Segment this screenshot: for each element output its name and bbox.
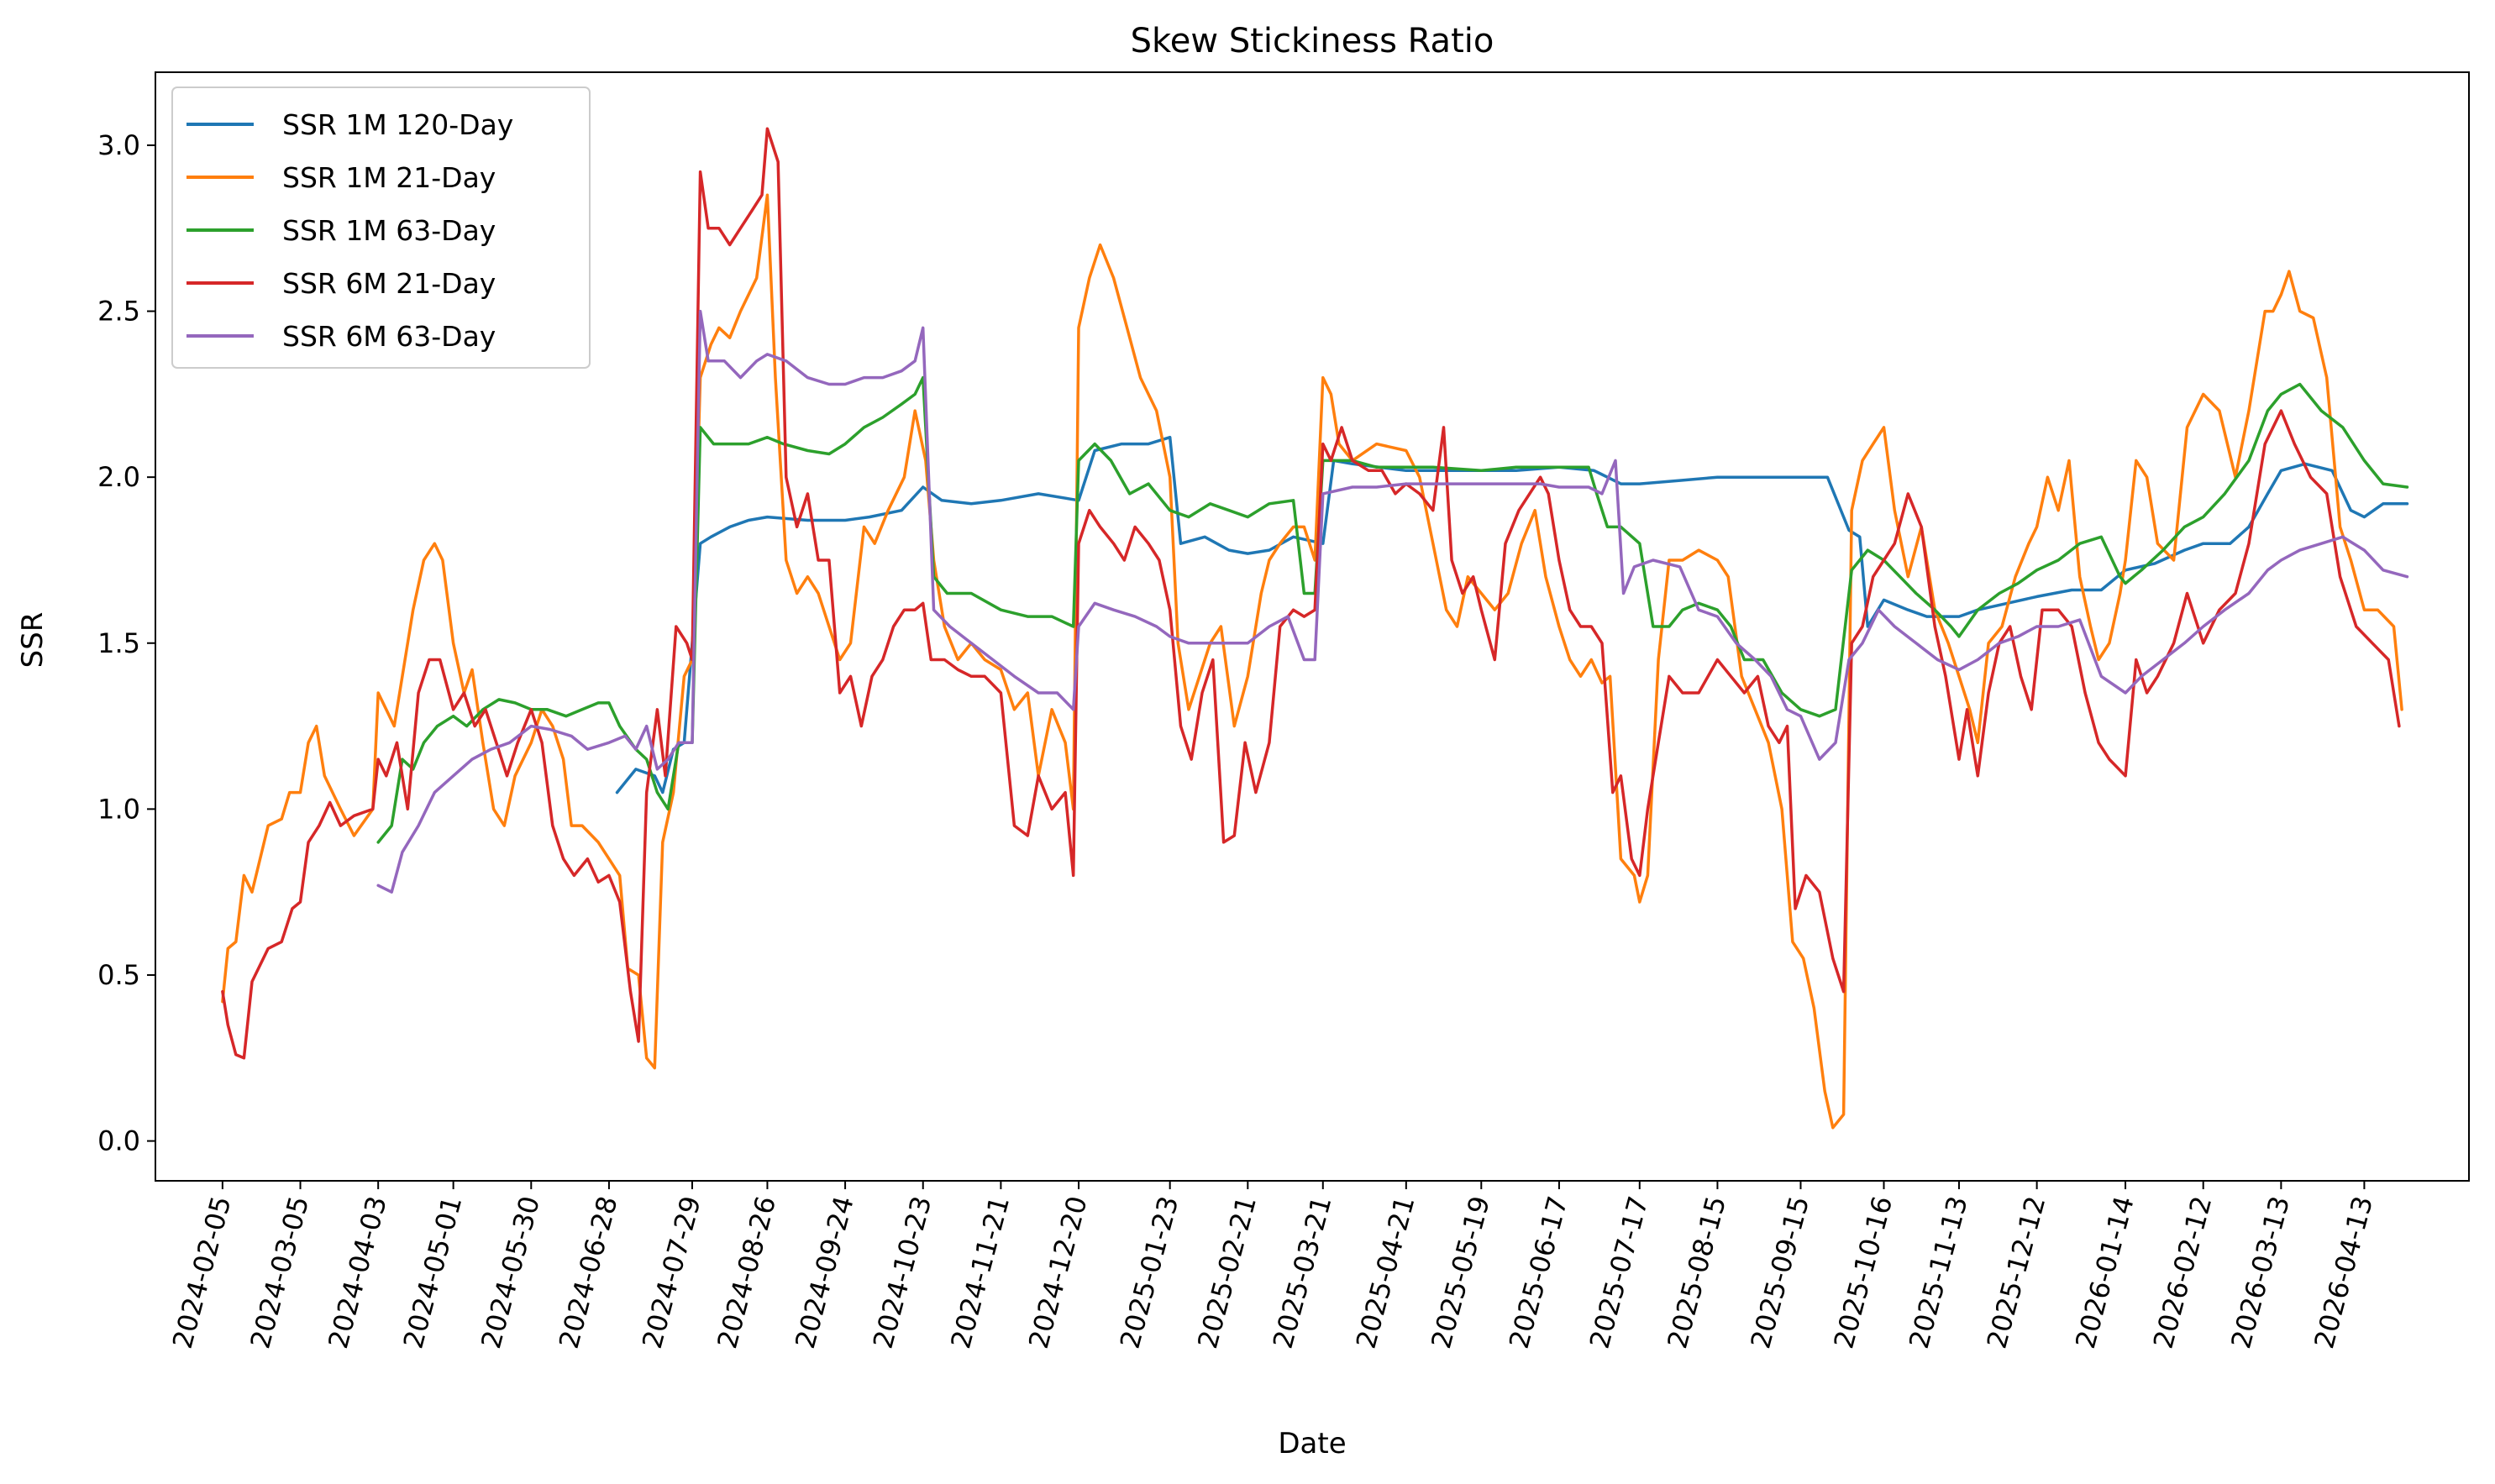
y-tick-label: 0.0 <box>97 1125 140 1157</box>
chart-title: Skew Stickiness Ratio <box>1131 22 1494 60</box>
y-tick-label: 1.5 <box>97 627 140 659</box>
legend-label: SSR 1M 63-Day <box>282 214 496 247</box>
series-line-4 <box>221 127 2401 1060</box>
y-tick-label: 2.5 <box>97 296 140 328</box>
series-line-1 <box>615 435 2409 794</box>
series-layer <box>221 127 2409 1130</box>
legend-label: SSR 6M 21-Day <box>282 267 496 300</box>
legend-box <box>171 87 591 369</box>
series-line-5 <box>376 309 2409 894</box>
y-tick-label: 2.0 <box>97 461 140 493</box>
x-axis-label: Date <box>1278 1427 1346 1460</box>
y-axis-label: SSR <box>16 612 50 669</box>
y-tick-label: 0.5 <box>97 959 140 991</box>
y-tick-label: 1.0 <box>97 793 140 825</box>
legend-label: SSR 1M 21-Day <box>282 161 496 194</box>
series-line-3 <box>376 375 2409 844</box>
y-tick-label: 3.0 <box>97 129 140 161</box>
series-line-2 <box>221 193 2403 1130</box>
legend: SSR 1M 120-Day SSR 1M 21-Day SSR 1M 63-Day… <box>171 87 591 369</box>
legend-label: SSR 6M 63-Day <box>282 320 496 353</box>
legend-label: SSR 1M 120-Day <box>282 108 513 141</box>
plot-frame <box>155 71 2470 1182</box>
